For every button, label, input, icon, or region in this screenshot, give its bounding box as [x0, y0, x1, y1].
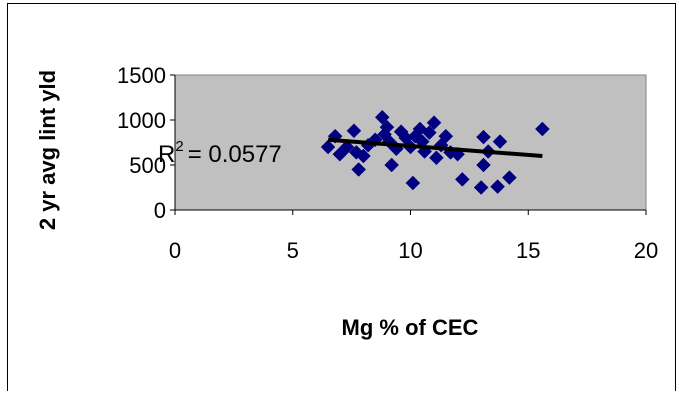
- x-tick-label: 10: [398, 238, 422, 263]
- data-point: [374, 109, 390, 125]
- data-point: [490, 179, 505, 194]
- y-tick-label: 0: [154, 198, 166, 223]
- data-point: [356, 148, 371, 164]
- data-point: [405, 175, 421, 191]
- data-point: [339, 139, 355, 155]
- x-tick-label: 15: [516, 238, 540, 263]
- y-tick-label: 1000: [117, 108, 166, 133]
- y-tick-label: 500: [129, 153, 166, 178]
- data-point: [320, 139, 336, 155]
- chart-area: [7, 3, 676, 391]
- data-point: [535, 121, 550, 137]
- trendline-group: [327, 137, 543, 158]
- r-squared-annotation: R2 = 0.0577: [158, 138, 282, 168]
- data-point: [429, 150, 444, 166]
- trendline: [327, 137, 543, 158]
- x-axis-ticks: 0 5 10 15 20: [169, 210, 658, 263]
- data-point: [346, 123, 362, 139]
- data-point: [426, 115, 442, 131]
- y-axis-ticks: 0 500 1000 1500: [117, 63, 175, 223]
- data-point: [379, 119, 395, 135]
- y-axis-title: 2 yr avg lint yld: [35, 70, 60, 230]
- data-point: [384, 157, 400, 173]
- x-axis-title: Mg % of CEC: [342, 315, 479, 340]
- data-point: [473, 180, 489, 195]
- x-tick-label: 20: [634, 238, 658, 263]
- data-point: [492, 134, 508, 149]
- y-tick-label: 1500: [117, 63, 166, 88]
- data-point: [421, 125, 437, 140]
- data-point: [454, 172, 470, 187]
- x-tick-label: 0: [169, 238, 181, 263]
- data-point: [351, 162, 367, 177]
- data-point: [476, 157, 491, 173]
- x-tick-label: 5: [287, 238, 299, 263]
- data-point: [438, 128, 454, 144]
- data-point: [476, 129, 491, 145]
- data-point: [502, 170, 517, 185]
